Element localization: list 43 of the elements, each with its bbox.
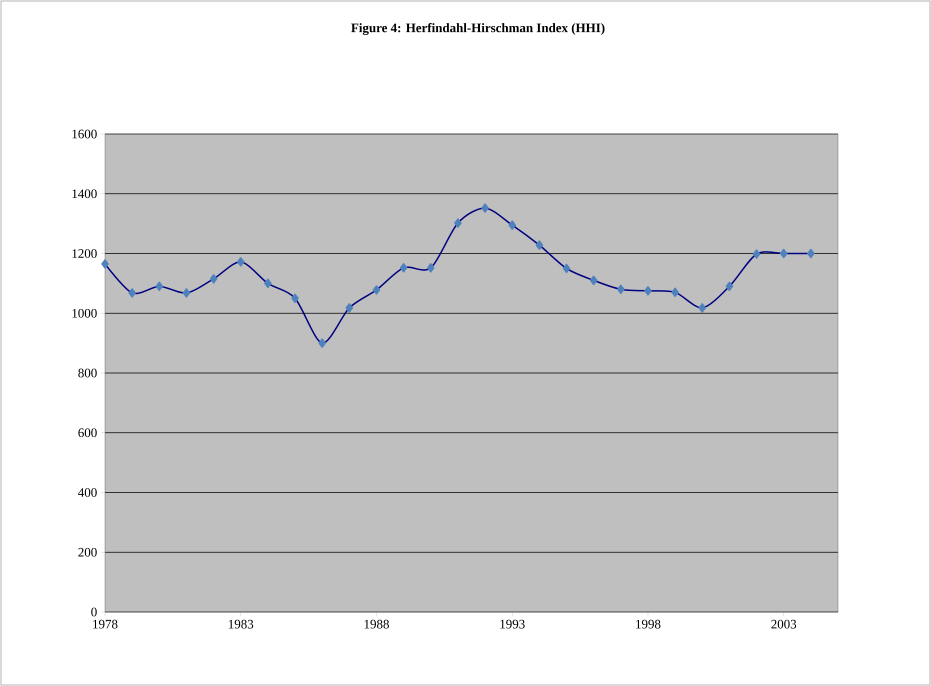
chart-title: Figure 4: Herfindahl-Hirschman Index (HHI)	[351, 22, 605, 35]
point	[536, 240, 544, 250]
x-tick-label: 1993	[500, 620, 525, 628]
y-tick-label: 1600	[72, 130, 97, 138]
point	[291, 294, 299, 304]
point	[752, 249, 760, 259]
point	[807, 248, 815, 258]
point	[101, 259, 109, 269]
point	[644, 286, 652, 296]
y-tick-label: 1000	[72, 308, 97, 318]
point	[128, 288, 136, 298]
y-tick-label: 400	[78, 488, 97, 497]
point	[454, 218, 462, 228]
y-tick-label: 200	[78, 548, 97, 557]
x-tick-label: 1983	[228, 620, 254, 629]
point	[481, 203, 489, 213]
y-tick-label: 1200	[72, 249, 97, 258]
point	[617, 284, 625, 294]
point	[400, 263, 408, 273]
y-tick-label: 1400	[72, 189, 97, 198]
x-tick-label: 1988	[364, 620, 389, 629]
y-tick-label: 800	[78, 368, 97, 378]
point	[562, 264, 570, 274]
y-tick-label: 600	[78, 428, 97, 438]
point	[156, 282, 164, 292]
x-tick-label: 1978	[93, 620, 118, 629]
point	[590, 276, 598, 286]
point	[182, 288, 190, 298]
point	[427, 263, 435, 273]
point	[780, 248, 788, 258]
x-tick-label: 2003	[771, 620, 796, 629]
point	[372, 285, 380, 295]
point	[318, 338, 326, 348]
point	[508, 220, 516, 230]
x-tick-label: 1998	[636, 620, 660, 629]
point	[264, 278, 272, 288]
point	[698, 303, 706, 313]
point	[671, 288, 679, 298]
point	[210, 274, 218, 284]
point	[726, 282, 734, 292]
point	[346, 303, 354, 313]
point	[236, 257, 244, 267]
y-tick-label: 0	[91, 608, 97, 616]
